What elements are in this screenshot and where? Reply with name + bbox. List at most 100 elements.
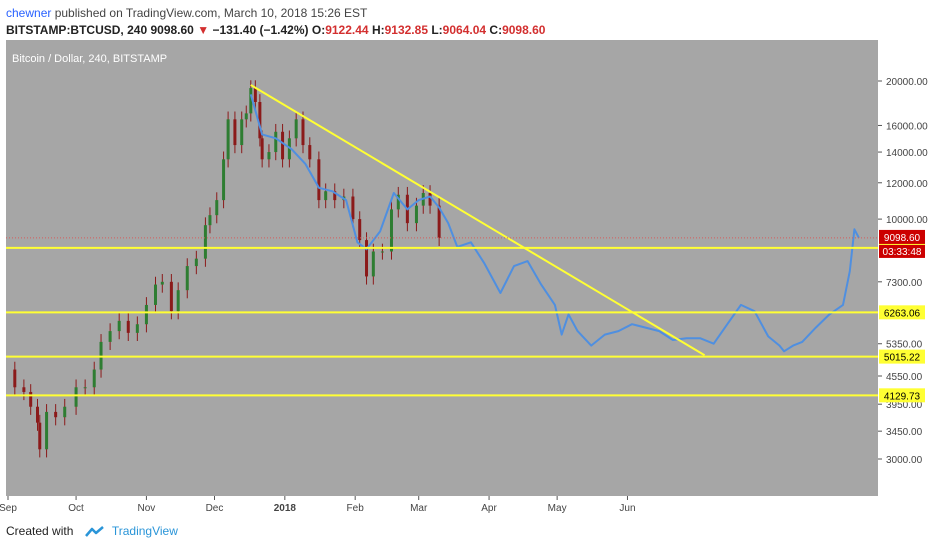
price-chart[interactable]: Bitcoin / Dollar, 240, BITSTAMP 20000.00… [0,40,932,520]
candle-body [144,304,148,325]
candle-body [308,145,312,160]
candle-body [281,131,285,160]
candle-body [414,205,418,224]
candle-body [358,219,362,241]
x-tick-label: 2018 [274,503,297,514]
price-axis[interactable] [878,40,932,496]
y-tick-label: 4550.00 [886,372,923,383]
high-label: H: [371,23,385,37]
candle-body [396,194,400,210]
x-tick-label: Nov [138,503,156,514]
y-tick-label: 12000.00 [886,179,928,190]
high-value: 9132.85 [384,23,428,37]
candle-body [153,284,157,305]
level-tag-label: 5015.22 [884,353,921,364]
y-tick-label: 16000.00 [886,121,928,132]
price-tags: 5015.226263.068656.924129.739098.6003:33… [879,229,925,403]
candle-body [260,138,264,160]
y-tick-label: 3450.00 [886,427,923,438]
candle-body [160,281,164,285]
created-with-text: Created with [6,524,74,538]
candle-body [317,159,321,201]
candle-body [45,411,49,450]
candle-body [203,225,207,259]
close-value: 9098.60 [502,23,546,37]
candle-body [13,369,17,388]
candle-body [240,119,244,146]
level-tag [879,349,925,364]
candle-body [301,119,305,146]
candle-body [74,387,78,407]
chart-title: Bitcoin / Dollar, 240, BITSTAMP [12,53,167,65]
x-tick-label: May [548,503,567,514]
y-tick-label: 3000.00 [886,455,923,466]
candle-body [267,152,271,160]
candle-body [185,266,189,291]
x-tick-label: Mar [410,503,428,514]
countdown-tag [879,244,925,258]
last-price: 9098.60 [150,23,194,37]
y-tick-label: 7300.00 [886,278,923,289]
candle-body [380,251,384,253]
candle-body [274,131,278,153]
candle-body [365,240,369,277]
candle-body [215,200,219,216]
candle-body [194,258,198,267]
candle-body [38,422,42,450]
candle-body [176,290,180,312]
candle-body [83,387,87,389]
time-axis[interactable] [0,496,932,520]
published-text: published on TradingView.com, March 10, … [54,6,368,20]
price-change: −131.40 (−1.42%) [212,23,309,37]
trendline[interactable] [250,84,706,357]
horizontal-levels[interactable] [6,246,878,397]
candle-body [233,119,237,146]
candle-body [208,215,212,226]
candle-body [169,281,173,312]
close-label: C: [489,23,503,37]
level-tag-label: 6263.06 [884,308,921,319]
plot-area[interactable] [6,40,878,496]
candle-body [92,369,96,388]
price-axis-ticks: 20000.00 16000.00 14000.00 12000.00 10000.00… [878,77,928,466]
x-tick-label: Feb [347,503,365,514]
down-arrow-icon: ▼ [197,23,210,37]
candle-body [324,191,328,201]
candle-body [35,406,39,423]
candle-body [428,192,432,206]
candle-body [351,196,355,220]
candle-body [371,251,375,277]
candle-body [117,320,121,332]
open-label: O: [311,23,326,37]
candle-body [294,119,298,139]
quote-line: BITSTAMP:BTCUSD, 240 9098.60 ▼ −131.40 (… [6,23,545,37]
level-tag-label: 4129.73 [884,391,921,402]
candle-body [54,411,58,418]
level-tag [879,305,925,320]
current-price-tag [879,229,925,244]
time-axis-ticks: Sep Oct Nov Dec 2018 Feb Mar Apr May Jun [0,496,636,514]
publish-line: chewner published on TradingView.com, Ma… [6,6,367,20]
y-tick-label: 10000.00 [886,215,928,226]
candle-body [437,205,441,238]
tradingview-link[interactable]: TradingView [111,524,178,538]
candle-body [135,324,139,333]
candle-body [22,387,26,392]
chart-header: chewner published on TradingView.com, Ma… [6,2,926,42]
x-tick-label: Apr [481,503,497,514]
tradingview-logo-icon[interactable] [84,525,105,538]
author-link[interactable]: chewner [6,6,52,20]
level-tag [879,388,925,403]
footer: Created with TradingView [6,524,178,544]
symbol-label: BITSTAMP:BTCUSD, 240 [6,23,148,37]
candle-body [126,320,130,333]
candle-body [108,331,112,342]
candle-body [258,101,262,139]
candle-body [389,209,393,252]
countdown-label: 03:33:48 [883,247,922,258]
current-price-label: 9098.60 [884,233,921,244]
x-tick-label: Oct [68,503,84,514]
candle-body [226,119,230,160]
x-tick-label: Dec [206,503,224,514]
low-label: L: [431,23,443,37]
